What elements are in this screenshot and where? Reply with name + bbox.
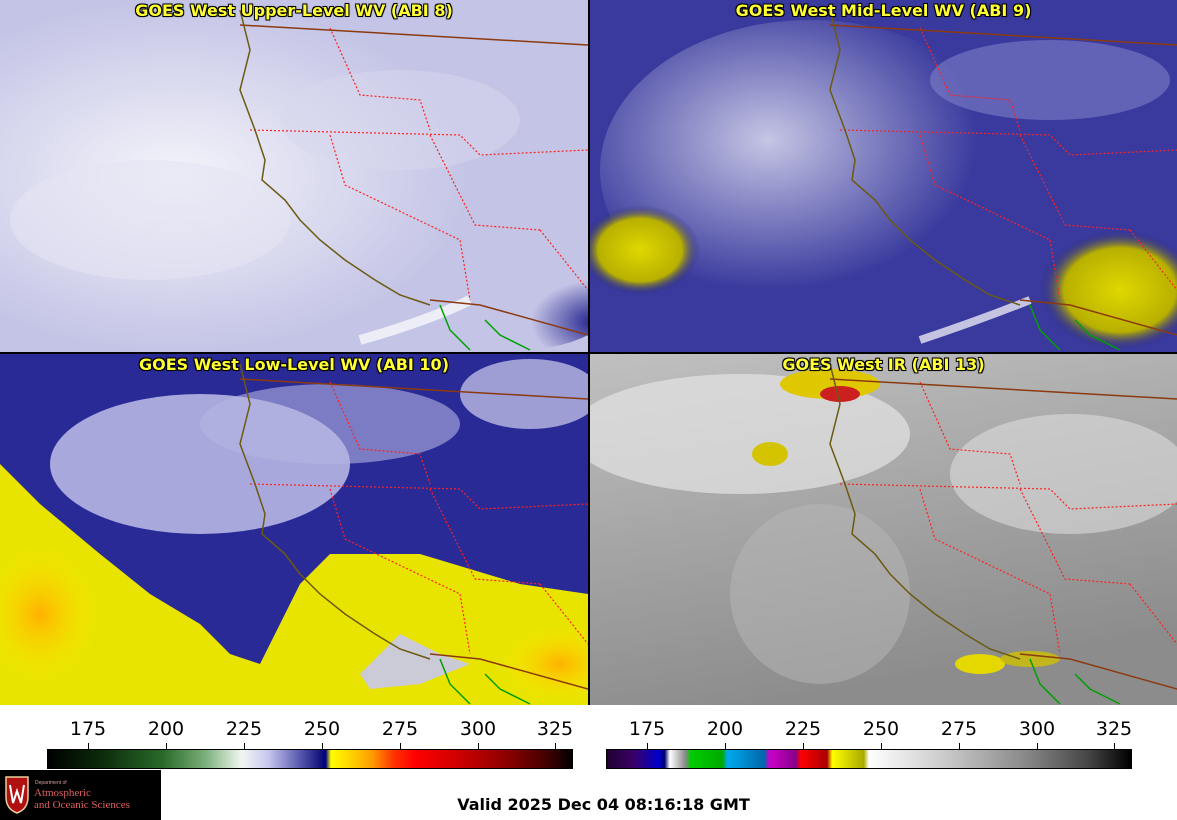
aos-logo: Department of Atmospheric and Oceanic Sc… (0, 770, 161, 820)
ir-tick-label: 300 (1018, 718, 1056, 740)
valid-time: Valid 2025 Dec 04 08:16:18 GMT (0, 795, 1177, 814)
ir-tick-mark (725, 743, 726, 749)
ir-title: GOES West IR (ABI 13) (782, 355, 985, 374)
wv-tick-mark (322, 743, 323, 749)
upper-level-wv-panel: GOES West Upper-Level WV (ABI 8) (0, 0, 588, 352)
wv-tick-mark (88, 743, 89, 749)
ir-tick-label: 175 (628, 718, 666, 740)
ir-tick-mark (1114, 743, 1115, 749)
coastline (239, 9, 431, 306)
wv-tick-label: 175 (69, 718, 107, 740)
state-borders (249, 27, 588, 301)
wv-tick-label: 225 (225, 718, 263, 740)
wv-tick-mark (478, 743, 479, 749)
wv-tick-mark (400, 743, 401, 749)
low-level-wv-title: GOES West Low-Level WV (ABI 10) (138, 355, 449, 374)
horizontal-divider (0, 352, 1177, 354)
logo-department-text: Department of (35, 780, 67, 786)
wv-tick-mark (555, 743, 556, 749)
valid-time-text: Valid 2025 Dec 04 08:16:18 GMT (457, 795, 750, 814)
ir-tick-label: 200 (706, 718, 744, 740)
ir-image (590, 354, 1177, 705)
ir-tick-mark (881, 743, 882, 749)
logo-line-1: Atmospheric (34, 787, 91, 799)
ir-tick-label: 225 (784, 718, 822, 740)
wv-tick-label: 325 (536, 718, 574, 740)
mid-level-wv-image (590, 0, 1177, 352)
ir-tick-mark (1037, 743, 1038, 749)
wv-tick-mark (244, 743, 245, 749)
ir-colorbar (606, 749, 1132, 769)
uw-crest-icon (5, 776, 29, 814)
ir-color-scale: 175 200 225 250 275 300 325 (590, 705, 1177, 770)
logo-line-2: and Oceanic Sciences (34, 799, 130, 811)
ir-tick-label: 250 (862, 718, 900, 740)
ir-tick-mark (803, 743, 804, 749)
ir-panel: GOES West IR (ABI 13) (590, 354, 1177, 705)
low-level-wv-image (0, 354, 588, 705)
mid-level-wv-panel: GOES West Mid-Level WV (ABI 9) (590, 0, 1177, 352)
mid-level-wv-title: GOES West Mid-Level WV (ABI 9) (735, 1, 1032, 20)
low-level-wv-panel: GOES West Low-Level WV (ABI 10) (0, 354, 588, 705)
upper-level-wv-image (0, 0, 588, 352)
wv-tick-label: 250 (303, 718, 341, 740)
wv-tick-mark (166, 743, 167, 749)
wv-tick-label: 275 (381, 718, 419, 740)
wv-tick-label: 200 (147, 718, 185, 740)
upper-level-wv-title: GOES West Upper-Level WV (ABI 8) (135, 1, 453, 20)
ir-tick-mark (959, 743, 960, 749)
ir-tick-mark (647, 743, 648, 749)
wv-color-scale: 175 200 225 250 275 300 325 (0, 705, 588, 770)
ir-tick-label: 275 (940, 718, 978, 740)
wv-tick-label: 300 (459, 718, 497, 740)
wv-colorbar (47, 749, 573, 769)
ir-tick-label: 325 (1095, 718, 1133, 740)
